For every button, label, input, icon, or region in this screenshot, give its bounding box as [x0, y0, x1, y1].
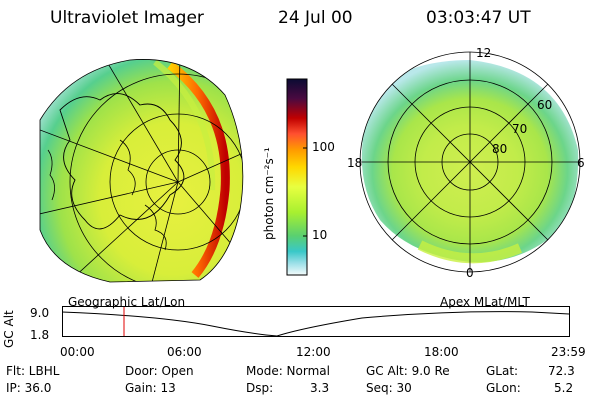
lat-label-60: 60 — [537, 98, 553, 112]
alt-xtick-1: 06:00 — [167, 345, 202, 359]
date-label: 24 Jul 00 — [278, 8, 353, 28]
alt-xtick-4: 23:59 — [551, 345, 586, 359]
lat-label-80: 80 — [492, 142, 508, 156]
glon-value: 5.2 — [554, 381, 574, 395]
door-status: Door: Open — [125, 364, 194, 378]
mlt-label-12: 12 — [476, 46, 492, 60]
left-panel-label: Geographic Lat/Lon — [68, 295, 186, 309]
dsp-value: 3.3 — [310, 381, 330, 395]
mlt-label-18: 18 — [347, 156, 363, 170]
lat-label-70: 70 — [512, 122, 528, 136]
app-title: Ultraviolet Imager — [50, 8, 204, 28]
dsp-label: Dsp: — [246, 381, 274, 395]
ip-status: IP: 36.0 — [6, 381, 52, 395]
mlt-label-6: 6 — [577, 156, 585, 170]
alt-xtick-0: 00:00 — [60, 345, 95, 359]
gain-status: Gain: 13 — [125, 381, 176, 395]
alt-plot-ylabel: GC Alt — [2, 310, 16, 348]
glat-value: 72.3 — [548, 364, 575, 378]
alt-ytick-top: 9.0 — [30, 306, 50, 320]
glon-label: GLon: — [486, 381, 521, 395]
gcalt-status: GC Alt: 9.0 Re — [366, 364, 450, 378]
alt-xtick-3: 18:00 — [424, 345, 459, 359]
colorbar-tick-10: 10 — [312, 228, 328, 242]
time-label: 03:03:47 UT — [426, 8, 531, 28]
alt-xtick-2: 12:00 — [296, 345, 331, 359]
glat-label: GLat: — [486, 364, 519, 378]
colorbar — [286, 78, 308, 276]
seq-status: Seq: 30 — [366, 381, 412, 395]
right-panel-label: Apex MLat/MLT — [440, 295, 530, 309]
altitude-plot — [62, 306, 570, 337]
colorbar-tick-100: 100 — [312, 140, 335, 154]
mlt-label-0: 0 — [466, 266, 474, 280]
alt-ytick-bottom: 1.8 — [30, 328, 50, 342]
mode-status: Mode: Normal — [246, 364, 330, 378]
filter-status: Flt: LBHL — [6, 364, 60, 378]
